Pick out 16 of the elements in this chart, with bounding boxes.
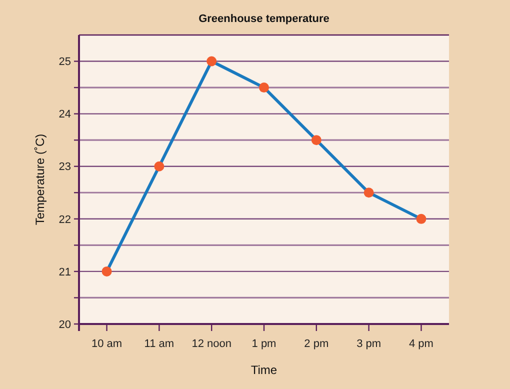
y-tick-label: 22 xyxy=(58,214,71,226)
x-tick-label: 4 pm xyxy=(408,338,434,350)
x-tick-label: 12 noon xyxy=(192,338,232,350)
x-tick-label: 10 am xyxy=(91,338,122,350)
x-tick-label: 2 pm xyxy=(304,338,329,350)
y-tick-label: 21 xyxy=(58,266,71,278)
x-axis-title: Time xyxy=(250,363,278,377)
x-tick-label: 1 pm xyxy=(252,338,276,350)
y-tick-label: 24 xyxy=(58,108,71,121)
y-axis-title: Temperature (˚C) xyxy=(33,134,47,226)
y-tick-label: 23 xyxy=(58,161,71,174)
y-tick-label: 20 xyxy=(58,318,71,331)
y-tick-label: 25 xyxy=(58,56,71,68)
x-tick-label: 11 am xyxy=(144,338,174,350)
x-tick-label: 3 pm xyxy=(356,338,382,350)
chart-title: Greenhouse temperature xyxy=(198,13,330,25)
